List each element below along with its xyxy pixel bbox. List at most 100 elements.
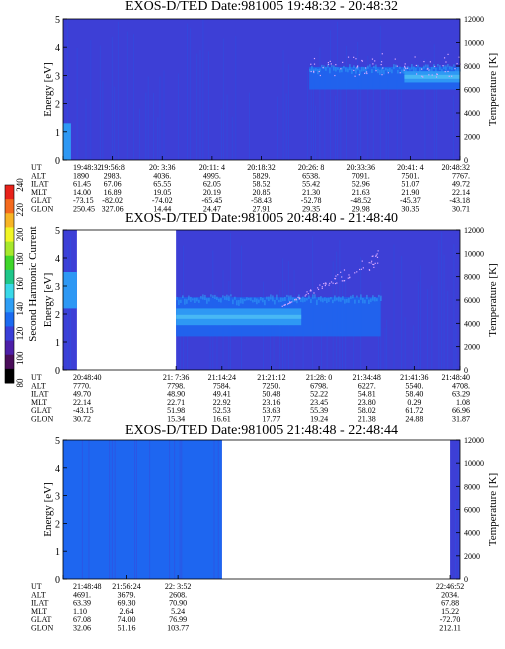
- temperature-point: [381, 74, 383, 76]
- band-fluctuation: [210, 294, 212, 297]
- ephemeris-value: -82.02: [102, 196, 123, 205]
- low-energy-spike: [63, 272, 77, 309]
- spectrum-stripe: [379, 25, 381, 161]
- spectrum-stripe: [310, 83, 312, 160]
- ephemeris-value: -74.02: [152, 196, 173, 205]
- band-fluctuation: [306, 298, 308, 301]
- y-tick-label: 5: [55, 15, 60, 26]
- temperature-point: [377, 250, 379, 252]
- temperature-point: [375, 255, 377, 257]
- ephemeris-row-label: GLON: [31, 624, 53, 633]
- spectrum-stripe: [372, 74, 374, 160]
- ephemeris-value: 16.61: [213, 415, 231, 424]
- ephemeris-value: 58.02: [358, 406, 376, 415]
- ephemeris-value: 27.91: [253, 205, 271, 214]
- band-fluctuation: [300, 298, 302, 303]
- band-fluctuation: [349, 64, 351, 71]
- temperature-point: [399, 72, 401, 74]
- ephemeris-value: 32.06: [73, 624, 91, 633]
- ephemeris-value: 65.55: [153, 180, 171, 189]
- ephemeris-value: 6798.: [310, 381, 328, 390]
- temperature-point: [330, 63, 332, 65]
- band-gap-line: [169, 440, 171, 579]
- temperature-point: [372, 63, 374, 65]
- temperature-point: [375, 70, 377, 72]
- temperature-point: [448, 75, 450, 77]
- temperature-point: [294, 299, 296, 301]
- ephemeris-value: 6227.: [358, 381, 376, 390]
- ephemeris-value: 5829.: [253, 171, 271, 180]
- temperature-point: [434, 65, 436, 68]
- band-gap-line: [109, 440, 111, 579]
- colorbar-segment: [5, 227, 14, 243]
- band-fluctuation: [216, 296, 218, 301]
- spectrum-stripe: [396, 80, 398, 160]
- band-fluctuation: [350, 295, 352, 299]
- y2-tick-label: 4000: [464, 529, 480, 538]
- temperature-point: [306, 291, 308, 293]
- band-fluctuation: [318, 297, 320, 301]
- band-fluctuation: [369, 64, 371, 67]
- temperature-point: [373, 263, 375, 266]
- low-energy-spike: [63, 123, 71, 160]
- band-fluctuation: [254, 297, 256, 303]
- band-fluctuation: [264, 299, 266, 306]
- y2-tick-label: 0: [464, 156, 468, 165]
- band-fluctuation: [256, 298, 258, 305]
- ephemeris-value: 20:33:36: [347, 163, 375, 172]
- temperature-point: [304, 295, 306, 297]
- ephemeris-value: -52.78: [301, 196, 322, 205]
- spectrum-stripe: [330, 30, 331, 160]
- ephemeris-value: -73.15: [73, 196, 94, 205]
- ephemeris-value: 4036.: [153, 171, 171, 180]
- temperature-point: [442, 65, 444, 67]
- band-fluctuation: [196, 297, 198, 302]
- ephemeris-value: 7767.: [452, 171, 470, 180]
- ephemeris-value: 21:14:24: [208, 373, 236, 382]
- band-fluctuation: [278, 299, 280, 303]
- ephemeris-value: 61.72: [405, 406, 423, 415]
- band-fluctuation: [340, 297, 342, 302]
- band-fluctuation: [220, 298, 222, 303]
- temperature-point: [340, 68, 342, 70]
- band-fluctuation: [359, 69, 361, 75]
- ephemeris-value: 7250.: [262, 381, 280, 390]
- temperature-point: [327, 62, 329, 64]
- colorbar-tick-label: 240: [15, 178, 25, 192]
- band-fluctuation: [272, 295, 274, 302]
- ephemeris-value: 21:21:12: [257, 373, 285, 382]
- temperature-point: [382, 67, 384, 69]
- spectrum-stripe: [315, 105, 317, 160]
- colorbar-frame: [4, 184, 15, 384]
- temperature-point: [362, 267, 364, 269]
- band-fluctuation: [308, 295, 310, 299]
- band-fluctuation: [399, 66, 401, 69]
- ephemeris-value: -43.15: [73, 406, 94, 415]
- ephemeris-value: 29.35: [302, 205, 320, 214]
- temperature-point: [456, 63, 458, 65]
- band-fluctuation: [332, 299, 334, 304]
- temperature-point: [347, 56, 350, 58]
- band-fluctuation: [379, 69, 381, 75]
- ephemeris-value: 21:48:40: [442, 373, 470, 382]
- band-fluctuation: [353, 65, 355, 69]
- temperature-point: [319, 284, 321, 286]
- temperature-point: [372, 255, 374, 257]
- temperature-point: [435, 76, 438, 78]
- temperature-point: [336, 282, 338, 284]
- ephemeris-value: 69.30: [118, 599, 136, 608]
- band-gap-line: [135, 440, 137, 579]
- ephemeris-value: 19.24: [310, 415, 328, 424]
- spectrum-stripe: [386, 319, 388, 370]
- temperature-point: [414, 56, 416, 58]
- temperature-point: [358, 74, 360, 76]
- band-fluctuation: [409, 68, 411, 71]
- temperature-point: [436, 73, 438, 75]
- band-fluctuation: [437, 64, 439, 67]
- band-fluctuation: [280, 297, 282, 303]
- colorbar-tick-label: 120: [15, 326, 25, 340]
- temperature-point: [375, 254, 377, 256]
- ephemeris-value: -65.45: [202, 196, 223, 205]
- ephemeris-row-label: ILAT: [31, 180, 48, 189]
- temperature-point: [325, 283, 327, 285]
